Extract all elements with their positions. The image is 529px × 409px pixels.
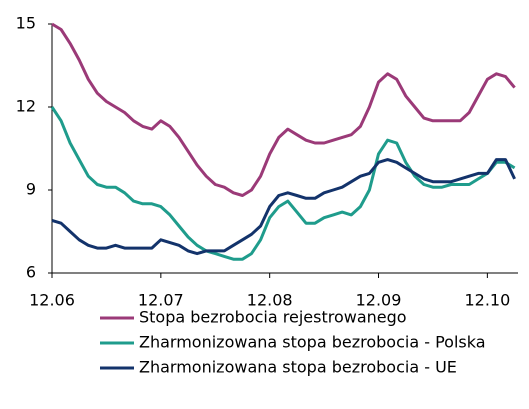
y-tick-label: 12 (16, 97, 36, 116)
x-tick-label: 12.09 (356, 291, 402, 310)
legend-label: Stopa bezrobocia rejestrowanego (139, 308, 407, 327)
legend-label: Zharmonizowana stopa bezrobocia - UE (139, 358, 457, 377)
y-tick-label: 9 (26, 180, 36, 199)
x-tick-label: 12.07 (138, 291, 184, 310)
legend-label: Zharmonizowana stopa bezrobocia - Polska (139, 333, 486, 352)
series-line (51, 22, 516, 197)
series-line (51, 158, 516, 256)
y-tick-label: 15 (16, 14, 36, 33)
series-line (50, 106, 516, 261)
y-tick-label: 6 (26, 263, 36, 282)
x-tick-label: 12.06 (29, 291, 75, 310)
x-tick-label: 12.10 (464, 291, 510, 310)
x-tick-label: 12.08 (247, 291, 293, 310)
